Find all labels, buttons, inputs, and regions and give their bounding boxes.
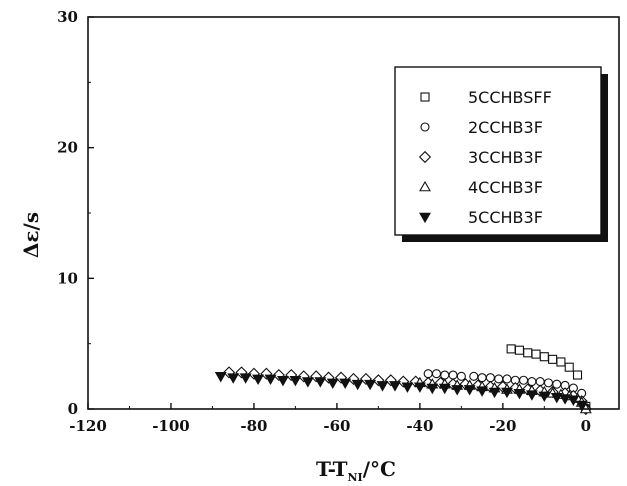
y-tick-label: 30 <box>57 8 78 26</box>
x-tick-label: -60 <box>323 417 350 435</box>
data-point <box>289 375 302 387</box>
data-point <box>314 377 327 388</box>
legend-items: 5CCHBSFF 2CCHB3F 3CCHB3F 4CCHB3F 5CCHB3F <box>418 88 552 227</box>
data-point <box>301 377 314 388</box>
data-point <box>567 395 580 406</box>
data-point <box>222 366 236 379</box>
y-tick-label: 20 <box>57 139 78 157</box>
data-point <box>519 375 529 385</box>
data-point <box>552 379 562 389</box>
data-point <box>485 373 495 383</box>
data-point <box>389 381 401 392</box>
legend-label: 5CCHB3F <box>468 208 543 227</box>
data-point <box>227 373 240 384</box>
data-point <box>559 394 572 405</box>
data-point <box>572 370 583 380</box>
data-point <box>548 354 558 364</box>
data-point <box>264 374 277 386</box>
data-point <box>564 362 574 372</box>
data-point <box>235 366 248 379</box>
plot-frame <box>87 16 620 410</box>
data-point <box>448 370 458 380</box>
data-point <box>531 349 541 359</box>
data-point <box>426 383 439 395</box>
x-tick-label: -80 <box>240 417 267 435</box>
y-tick-label: 0 <box>68 400 78 418</box>
data-point <box>523 348 533 358</box>
legend-label: 2CCHB3F <box>468 118 543 137</box>
data-point <box>339 378 352 389</box>
data-point <box>550 392 563 404</box>
data-point <box>501 387 513 399</box>
x-tick-label: -40 <box>406 417 433 435</box>
data-point <box>372 374 385 387</box>
legend-label: 3CCHB3F <box>468 148 543 167</box>
data-point <box>456 371 466 381</box>
legend-marker <box>420 92 430 102</box>
data-point <box>494 374 504 384</box>
data-point <box>539 352 549 362</box>
data-point <box>239 373 252 384</box>
x-axis-title-unit: /°C <box>363 457 396 481</box>
legend-marker <box>419 180 431 192</box>
legend-label: 4CCHB3F <box>468 178 543 197</box>
data-point <box>423 369 433 379</box>
plot-marks <box>214 344 592 416</box>
data-point <box>252 374 265 386</box>
data-point <box>575 400 588 412</box>
data-point <box>359 372 373 386</box>
series-5CCHBSFF <box>506 344 591 411</box>
x-axis-title-main: T-T <box>316 457 348 481</box>
x-axis-title-subscript: NI <box>348 471 363 484</box>
data-point <box>463 385 476 396</box>
x-tick-label: -100 <box>152 417 190 435</box>
data-point <box>326 378 339 389</box>
data-point <box>451 385 464 396</box>
data-point <box>469 371 479 381</box>
data-point <box>506 344 516 354</box>
x-tick-label: 0 <box>581 417 591 435</box>
data-point <box>347 372 360 386</box>
data-point <box>431 369 442 379</box>
data-point <box>514 345 524 355</box>
data-point <box>477 373 487 383</box>
data-point <box>513 389 526 400</box>
data-point <box>556 357 566 367</box>
data-point <box>364 379 377 391</box>
data-point <box>476 386 489 397</box>
data-point <box>351 379 364 391</box>
data-point <box>214 372 227 383</box>
data-point <box>527 377 537 387</box>
legend-marker <box>419 212 431 224</box>
data-point <box>525 390 538 401</box>
data-point <box>440 370 450 380</box>
series-5CCHB3F <box>214 372 588 412</box>
data-point <box>538 391 551 403</box>
x-tick-label: -20 <box>489 417 516 435</box>
data-point <box>502 374 512 384</box>
legend-marker <box>420 122 430 132</box>
legend-marker <box>418 150 432 164</box>
legend-label: 5CCHBSFF <box>468 88 552 107</box>
data-point <box>543 378 554 388</box>
legend: 5CCHBSFF 2CCHB3F 3CCHB3F 4CCHB3F 5CCHB3F <box>394 66 608 242</box>
x-axis-title: T-TNI/°C <box>316 457 396 484</box>
y-axis-title: Δε/s <box>19 212 43 258</box>
x-tick-label: -120 <box>69 417 107 435</box>
y-tick-label: 10 <box>57 269 78 287</box>
data-point <box>438 383 451 395</box>
data-point <box>384 374 397 387</box>
data-point <box>488 387 501 399</box>
data-point <box>401 382 414 393</box>
data-point <box>376 381 389 392</box>
data-point <box>413 382 426 393</box>
data-point <box>535 377 545 387</box>
data-point <box>277 375 289 387</box>
axis-ticks: -120 -100 -80 -60 -40 -20 0 0 10 20 30 <box>57 8 591 435</box>
